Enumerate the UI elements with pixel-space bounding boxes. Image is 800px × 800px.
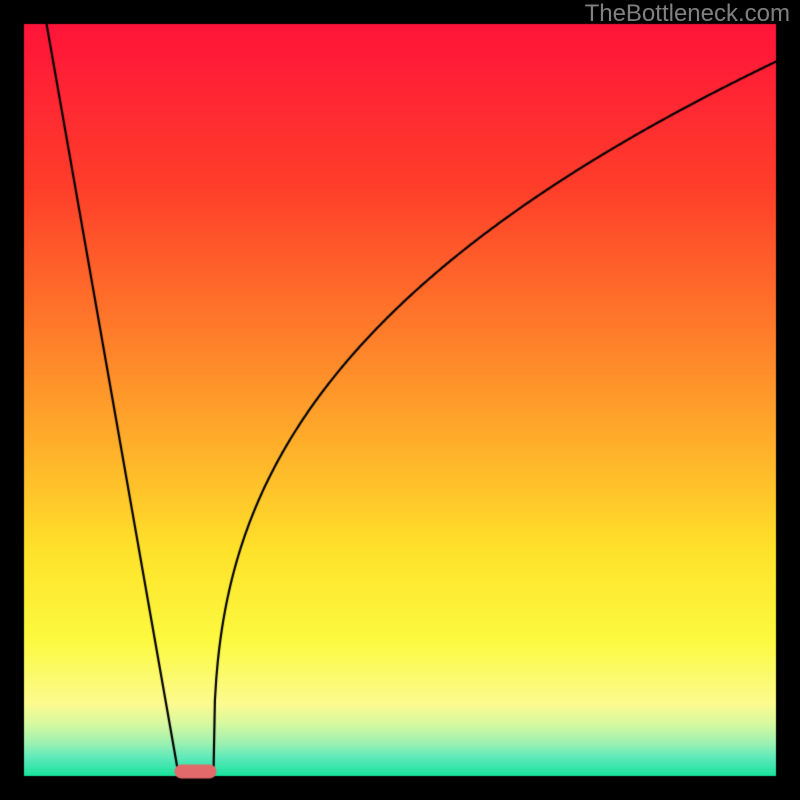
bottleneck-chart-canvas	[0, 0, 800, 800]
chart-container: TheBottleneck.com	[0, 0, 800, 800]
watermark-label: TheBottleneck.com	[585, 0, 790, 28]
